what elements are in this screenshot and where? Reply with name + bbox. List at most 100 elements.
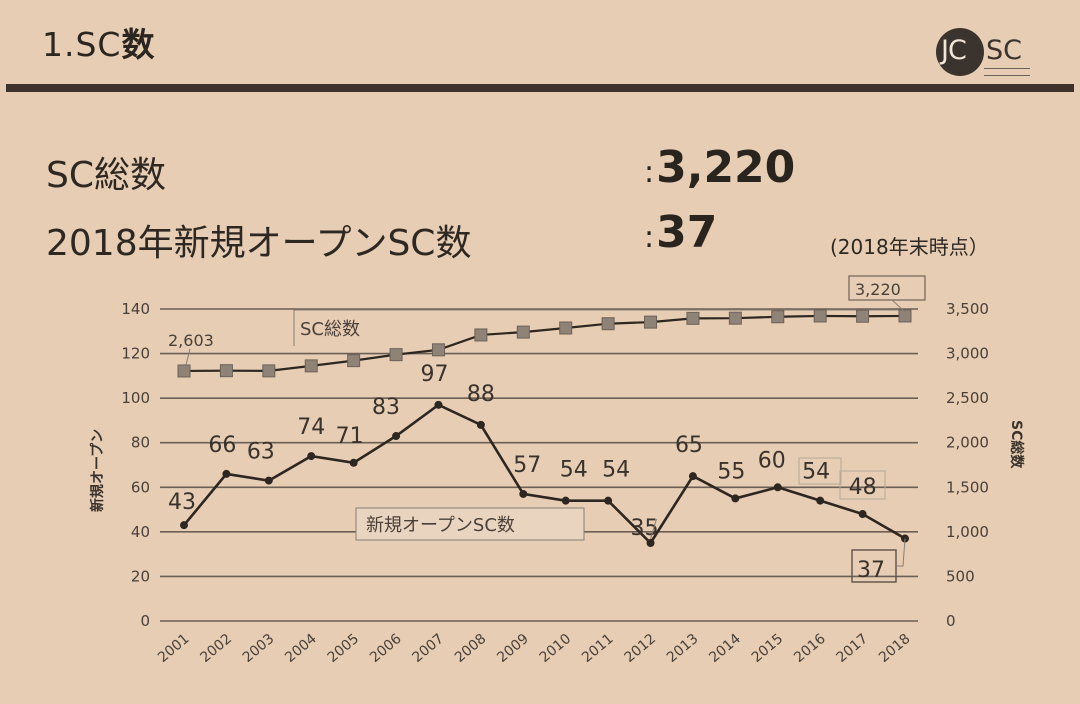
marker-dot (816, 496, 825, 505)
marker-square (686, 311, 700, 325)
left-tick-label: 140 (121, 300, 150, 318)
marker-dot (604, 496, 613, 505)
marker-square (771, 310, 785, 324)
marker-dot (476, 420, 485, 429)
marker-dot (222, 469, 231, 478)
right-tick-label: 2,000 (946, 434, 989, 452)
data-label-new-open: 83 (372, 395, 400, 420)
gridlines (160, 308, 918, 622)
x-tick-label: 2008 (452, 631, 490, 666)
left-tick-label: 60 (131, 478, 150, 496)
x-tick-label: 2009 (494, 631, 532, 666)
marker-square (728, 311, 742, 325)
left-y-axis-title: 新規オープン (89, 429, 106, 512)
marker-dot (561, 496, 570, 505)
data-label-new-open: 88 (467, 382, 495, 407)
left-tick-label: 80 (131, 434, 150, 452)
marker-square (431, 343, 445, 357)
right-tick-label: 3,500 (946, 300, 989, 318)
marker-square (304, 359, 318, 373)
right-tick-label: 0 (946, 612, 956, 630)
logo-subtext (984, 68, 1030, 76)
x-tick-label: 2014 (706, 631, 744, 666)
data-label-new-open: 55 (717, 459, 745, 484)
marker-square (177, 364, 191, 378)
x-tick-label: 2013 (664, 631, 702, 666)
x-tick-label: 2010 (537, 631, 575, 666)
right-y-axis-title: SC総数 (1008, 420, 1025, 469)
left-tick-label: 100 (121, 389, 150, 407)
tag-new-open: 新規オープンSC数 (366, 515, 515, 536)
marker-square (898, 309, 912, 323)
header-divider (6, 84, 1074, 92)
tag-sc-total: SC総数 (300, 319, 360, 340)
stat-new-number: 37 (656, 207, 718, 258)
marker-square (516, 325, 530, 339)
marker-dot (349, 458, 358, 467)
x-axis: 2001 2002 2003 2004 2005 2006 2007 2008 2009 2010… (155, 631, 914, 666)
right-tick-label: 3,000 (946, 345, 989, 363)
marker-dot (392, 432, 401, 441)
x-tick-label: 2012 (622, 631, 660, 666)
marker-square (813, 309, 827, 323)
marker-square (219, 364, 233, 378)
marker-square (644, 315, 658, 329)
data-label-new-open: 74 (297, 415, 325, 440)
marker-dot (731, 494, 740, 503)
stat-new-label: 2018年新規オープンSC数 (46, 223, 472, 264)
page-title-prefix: 1.SC (42, 25, 122, 64)
left-tick-label: 0 (140, 612, 150, 630)
marker-dot (858, 510, 867, 519)
right-tick-label: 500 (946, 567, 975, 585)
x-tick-label: 2004 (282, 631, 320, 666)
data-label-new-open: 60 (758, 448, 786, 473)
x-tick-label: 2015 (749, 631, 787, 666)
data-label-new-open: 54 (602, 458, 630, 483)
data-label-new-open: 54 (802, 460, 830, 485)
marker-square (262, 364, 276, 378)
x-tick-label: 2007 (409, 631, 447, 666)
right-tick-label: 2,500 (946, 389, 989, 407)
data-label-new-open: 48 (849, 475, 877, 500)
data-label-new-open: 54 (560, 458, 588, 483)
marker-dot (519, 489, 528, 498)
data-label-new-open: 97 (420, 362, 448, 387)
marker-square (856, 309, 870, 323)
stat-total-value: :3,220 (644, 142, 796, 193)
x-tick-label: 2017 (834, 631, 872, 666)
data-label-new-open: 66 (208, 433, 236, 458)
logo-circle-icon (936, 28, 984, 76)
marker-dot (773, 483, 782, 492)
x-tick-label: 2016 (791, 631, 829, 666)
label-new-2018: 37 (857, 558, 885, 583)
right-y-axis: 0 500 1,000 1,500 2,000 2,500 3,000 3,500 (946, 300, 989, 630)
marker-square (601, 317, 615, 331)
jcsc-logo: JC SC (936, 28, 1056, 80)
data-label-new-open: 43 (168, 490, 196, 515)
x-tick-label: 2006 (367, 631, 405, 666)
stat-total-number: 3,220 (656, 142, 796, 193)
data-label-new-open: 71 (336, 424, 364, 449)
data-label-new-open: 65 (675, 433, 703, 458)
marker-dot (180, 521, 188, 530)
x-tick-label: 2005 (325, 631, 363, 666)
marker-dot (264, 476, 273, 485)
x-tick-label: 2018 (876, 631, 914, 666)
left-tick-label: 120 (121, 345, 150, 363)
marker-dot (688, 472, 697, 481)
as-of-note: (2018年末時点） (830, 235, 989, 259)
right-tick-label: 1,500 (946, 478, 989, 496)
x-tick-label: 2002 (197, 631, 235, 666)
left-tick-label: 40 (131, 523, 150, 541)
logo-jc-text: JC (941, 35, 967, 66)
logo-sc-text: SC (986, 35, 1022, 66)
page-title: 1.SC数 (42, 18, 155, 66)
stat-new-value: :37 (644, 207, 718, 258)
marker-dot (307, 452, 316, 461)
label-total-2001: 2,603 (168, 331, 214, 350)
marker-dot (434, 400, 443, 409)
data-label-new-open: 63 (247, 440, 275, 465)
x-tick-label: 2003 (240, 631, 278, 666)
